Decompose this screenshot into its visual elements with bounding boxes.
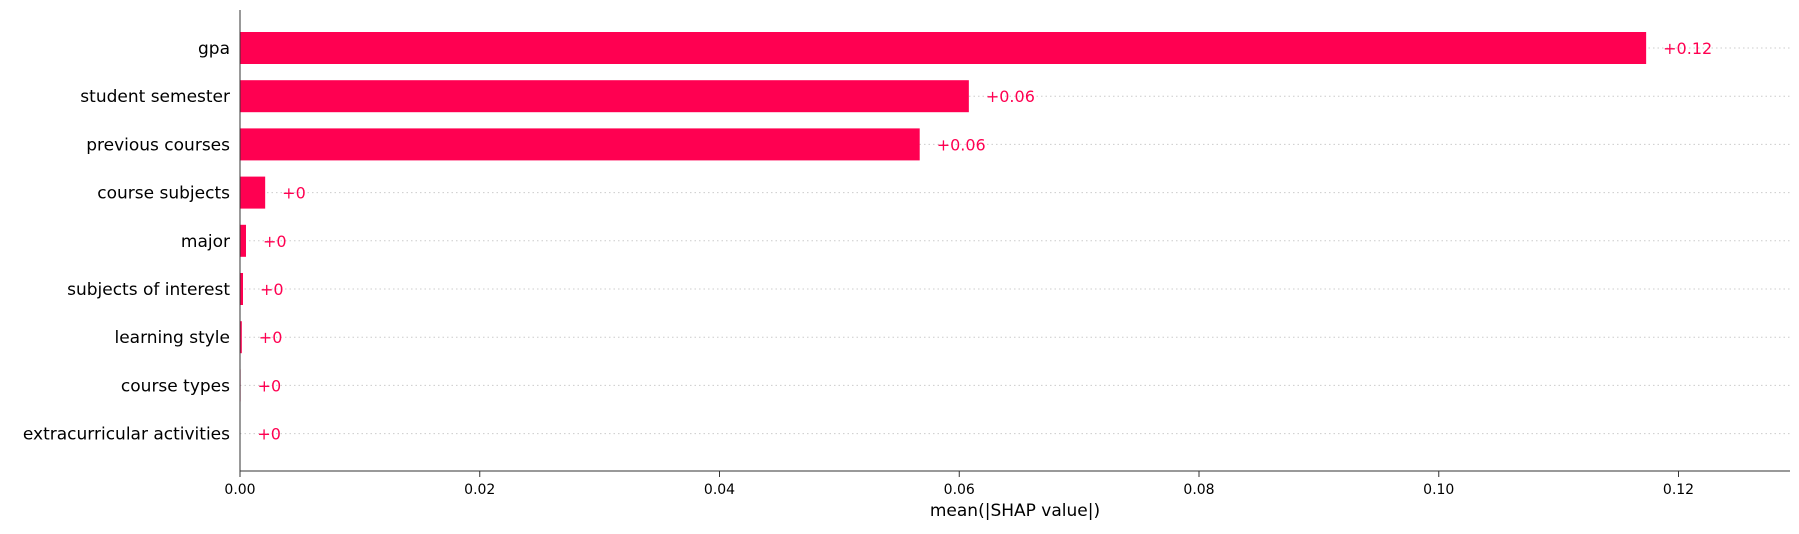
value-label-major: +0 bbox=[263, 232, 287, 251]
x-tick-label-2: 0.04 bbox=[704, 482, 735, 498]
value-label-learning-style: +0 bbox=[259, 328, 283, 347]
x-tick-label-6: 0.12 bbox=[1663, 482, 1694, 498]
category-label-course-types: course types bbox=[121, 376, 230, 396]
category-label-extracurricular-activities: extracurricular activities bbox=[23, 425, 230, 445]
category-label-previous-courses: previous courses bbox=[86, 135, 230, 155]
value-label-course-subjects: +0 bbox=[282, 184, 306, 203]
value-labels-group: +0.12 +0.06 +0.06 +0 +0 +0 +0 +0 +0 bbox=[257, 39, 1712, 444]
x-tick-label-1: 0.02 bbox=[464, 482, 495, 498]
x-axis-label: mean(|SHAP value|) bbox=[930, 501, 1100, 521]
x-tick-label-5: 0.10 bbox=[1423, 482, 1454, 498]
category-label-subjects-of-interest: subjects of interest bbox=[67, 280, 230, 300]
category-label-gpa: gpa bbox=[198, 39, 230, 59]
bar-major bbox=[240, 224, 246, 257]
value-label-course-types: +0 bbox=[258, 376, 282, 395]
bar-course-subjects bbox=[240, 176, 266, 209]
x-tick-label-3: 0.06 bbox=[944, 482, 975, 498]
category-label-course-subjects: course subjects bbox=[97, 184, 230, 204]
value-label-gpa: +0.12 bbox=[1663, 39, 1712, 58]
bar-student-semester bbox=[240, 80, 969, 113]
x-tick-label-4: 0.08 bbox=[1183, 482, 1214, 498]
category-label-major: major bbox=[181, 232, 230, 252]
bars-group bbox=[240, 32, 1647, 450]
category-labels-group: gpa student semester previous courses cours… bbox=[23, 39, 230, 445]
category-label-student-semester: student semester bbox=[80, 87, 230, 107]
value-label-extracurricular-activities: +0 bbox=[257, 425, 281, 444]
row-guides bbox=[240, 47, 1790, 435]
value-label-previous-courses: +0.06 bbox=[937, 135, 986, 154]
bar-gpa bbox=[240, 32, 1647, 64]
value-label-subjects-of-interest: +0 bbox=[260, 280, 284, 299]
axes-group bbox=[239, 10, 1790, 472]
bar-previous-courses bbox=[240, 128, 920, 161]
value-label-student-semester: +0.06 bbox=[986, 87, 1035, 106]
x-tick-label-0: 0.00 bbox=[224, 482, 255, 498]
bar-learning-style bbox=[240, 321, 242, 354]
bar-subjects-of-interest bbox=[240, 273, 243, 305]
x-ticks-group: 0.00 0.02 0.04 0.06 0.08 0.10 0.12 bbox=[224, 471, 1694, 498]
category-label-learning-style: learning style bbox=[114, 328, 230, 348]
